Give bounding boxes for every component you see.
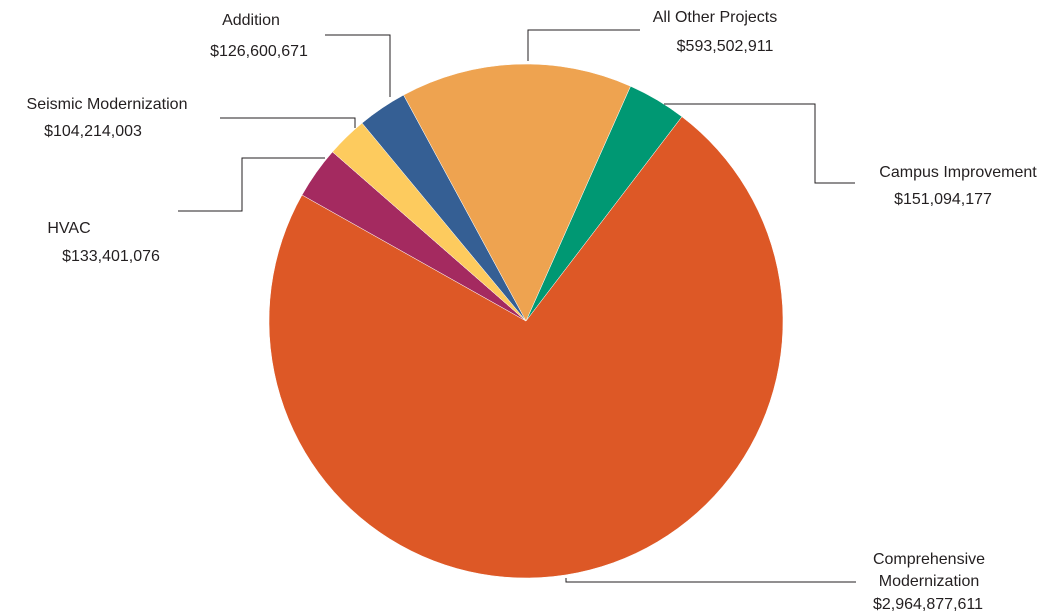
leader-hvac: [178, 157, 325, 212]
slice-name-label: Addition: [222, 12, 280, 29]
slice-name-label: Campus Improvement: [879, 164, 1037, 181]
pie-slices: [268, 63, 784, 579]
slice-name-label: Comprehensive: [873, 551, 985, 568]
slice-name-label-line2: Modernization: [879, 573, 980, 590]
label-hvac: HVAC $133,401,076: [47, 220, 160, 265]
slice-value-label: $126,600,671: [210, 43, 308, 60]
slice-name-label: HVAC: [47, 220, 90, 237]
label-comprehensive-modernization: Comprehensive Modernization $2,964,877,6…: [873, 551, 985, 613]
leader-lines: [178, 29, 856, 583]
leader-addition: [325, 34, 391, 97]
slice-value-label: $2,964,877,611: [873, 596, 983, 613]
slice-value-label: $104,214,003: [44, 123, 142, 140]
slice-value-label: $133,401,076: [62, 248, 160, 265]
slice-value-label: $151,094,177: [894, 191, 992, 208]
pie-slice-all-other-projects: [403, 63, 631, 322]
slice-name-label: Seismic Modernization: [27, 96, 188, 113]
label-all-other-projects: All Other Projects $593,502,911: [653, 9, 777, 55]
slice-name-label: All Other Projects: [653, 9, 777, 26]
leader-seismic-modernization: [220, 117, 356, 128]
label-addition: Addition $126,600,671: [210, 12, 308, 60]
label-seismic-modernization: Seismic Modernization $104,214,003: [27, 96, 188, 140]
leader-all-other-projects: [527, 29, 640, 61]
slice-value-label: $593,502,911: [677, 38, 774, 55]
leader-campus-improvement: [664, 103, 855, 184]
label-campus-improvement: Campus Improvement $151,094,177: [879, 164, 1037, 208]
pie-slice-comprehensive-modernization: [268, 116, 784, 579]
leader-comprehensive-modernization: [565, 578, 856, 583]
